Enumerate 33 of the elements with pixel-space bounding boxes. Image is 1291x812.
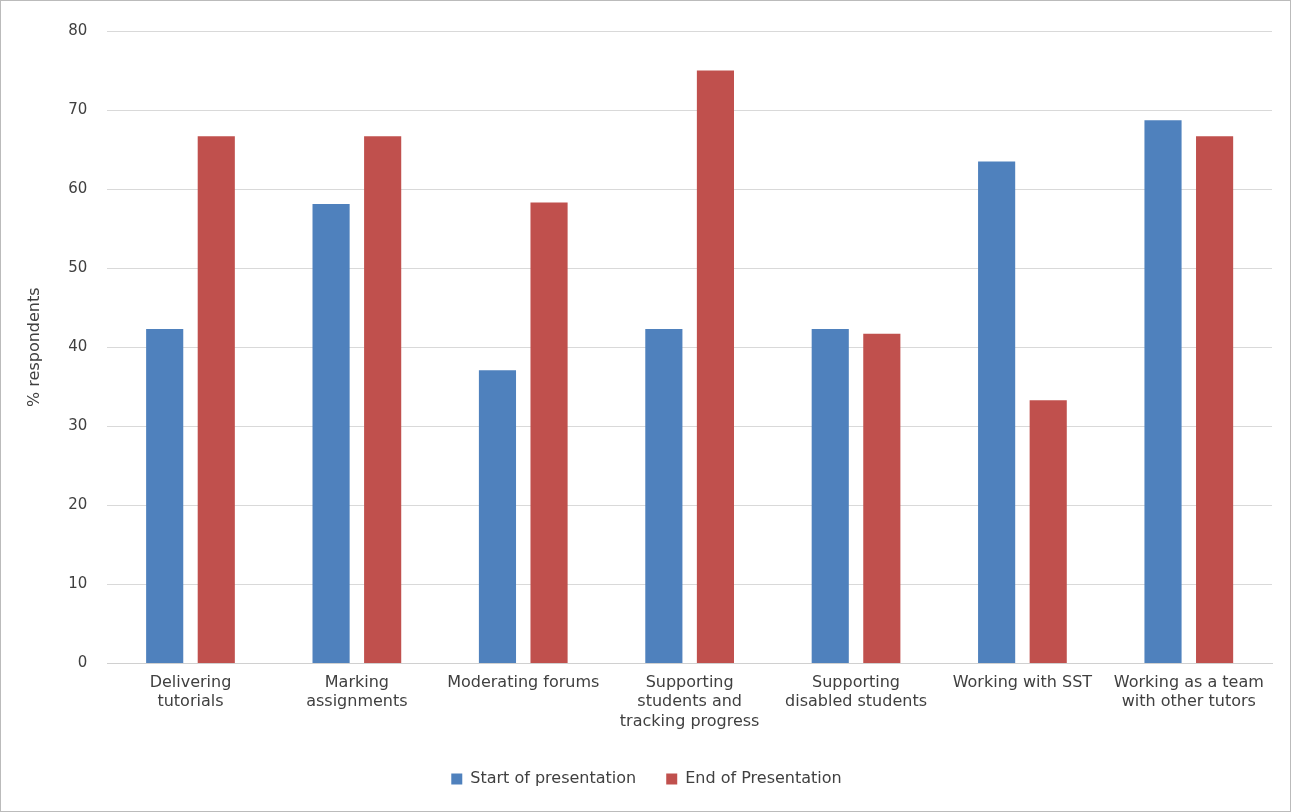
y-tick-label: 10 (68, 574, 88, 593)
x-tick-label: Working with SST (952, 672, 1093, 692)
bar (645, 329, 683, 663)
x-tick-label: Delivering tutorials (149, 672, 232, 711)
bar (530, 202, 568, 663)
bar (696, 70, 734, 663)
y-tick-label: 50 (68, 258, 88, 277)
x-tick-label: Marking assignments (306, 672, 408, 711)
bar (1029, 400, 1067, 663)
y-tick-label: 0 (77, 653, 88, 672)
bar (364, 136, 402, 663)
y-tick-label: 60 (68, 178, 88, 197)
bar (863, 333, 901, 663)
bar (146, 329, 184, 663)
legend-label: Start of presentation (470, 768, 637, 788)
bar (1196, 136, 1234, 663)
bar (197, 136, 235, 663)
bar (478, 370, 517, 663)
bar (811, 329, 849, 663)
x-tick-label: Moderating forums (447, 672, 600, 692)
bar (1144, 120, 1182, 663)
y-tick-label: 40 (68, 337, 88, 356)
y-tick-label: 20 (68, 495, 88, 514)
x-tick-label: Supporting disabled students (785, 672, 927, 711)
y-axis-title: % respondents (23, 287, 43, 407)
y-tick-label: 30 (68, 416, 88, 435)
x-tick-label: Supporting students and tracking progress (619, 672, 760, 730)
y-tick-label: 70 (68, 99, 88, 118)
legend-label: End of Presentation (685, 768, 842, 788)
bar (978, 161, 1016, 663)
bar (312, 204, 350, 663)
y-tick-label: 80 (68, 20, 88, 39)
x-tick-label: Working as a team with other tutors (1113, 672, 1264, 711)
